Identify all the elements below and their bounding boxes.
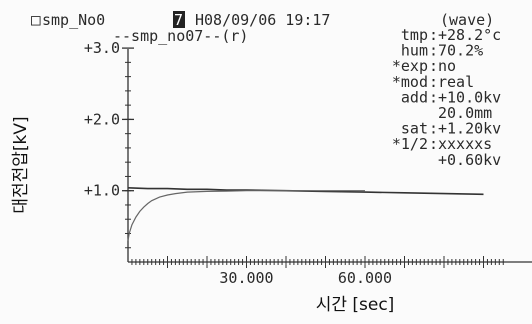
param-colon: :	[429, 57, 438, 75]
param-key: *1/2	[392, 135, 428, 153]
param-key: add	[401, 88, 428, 106]
x-tick-label: 60.000	[338, 269, 392, 287]
header-box-glyph: □	[31, 10, 41, 29]
series-line-flat	[127, 187, 484, 196]
header-mode: (wave)	[440, 11, 494, 29]
x-axis-ticks: 30.000 60.000	[131, 256, 504, 287]
y-tick-label: +1.0	[84, 182, 120, 200]
param-key: sat	[401, 120, 428, 138]
sample-id-highlight-box	[173, 11, 185, 28]
param-colon: :	[429, 135, 438, 153]
param-key: *exp	[392, 57, 428, 75]
header-datetime: H08/09/06 19:17	[195, 11, 330, 29]
series-group	[127, 187, 484, 241]
param-colon: :	[429, 120, 438, 138]
series-line-rise	[127, 190, 365, 241]
param-value: real	[438, 73, 474, 91]
param-key: *mod	[392, 73, 428, 91]
param-colon: :	[429, 88, 438, 106]
param-value: 20.0mm	[438, 104, 492, 122]
sample-id-prefix: smp_No0	[42, 11, 105, 29]
param-value: 70.2%	[438, 42, 483, 60]
param-value: +0.60kv	[438, 151, 501, 169]
param-value: +10.0kv	[438, 88, 501, 106]
param-value: +1.20kv	[438, 120, 501, 138]
header-subtitle: --smp_no07--(r)	[113, 27, 248, 45]
y-axis-label: 대전전압[kV]	[11, 116, 31, 213]
y-tick-label: +3.0	[84, 39, 120, 57]
param-value: +28.2°c	[438, 26, 501, 44]
sample-id-highlight: 7	[174, 11, 183, 29]
x-axis-label: 시간 [sec]	[316, 295, 395, 315]
param-colon: :	[429, 73, 438, 91]
param-value: no	[438, 57, 456, 75]
param-key: tmp	[401, 26, 428, 44]
param-key: hum	[401, 42, 428, 60]
x-tick-label: 30.000	[219, 269, 273, 287]
param-colon: :	[429, 42, 438, 60]
param-value: xxxxxs	[438, 135, 492, 153]
y-tick-label: +2.0	[84, 110, 120, 128]
param-colon: :	[429, 26, 438, 44]
y-axis-ticks: +3.0 +2.0 +1.0	[84, 39, 134, 249]
